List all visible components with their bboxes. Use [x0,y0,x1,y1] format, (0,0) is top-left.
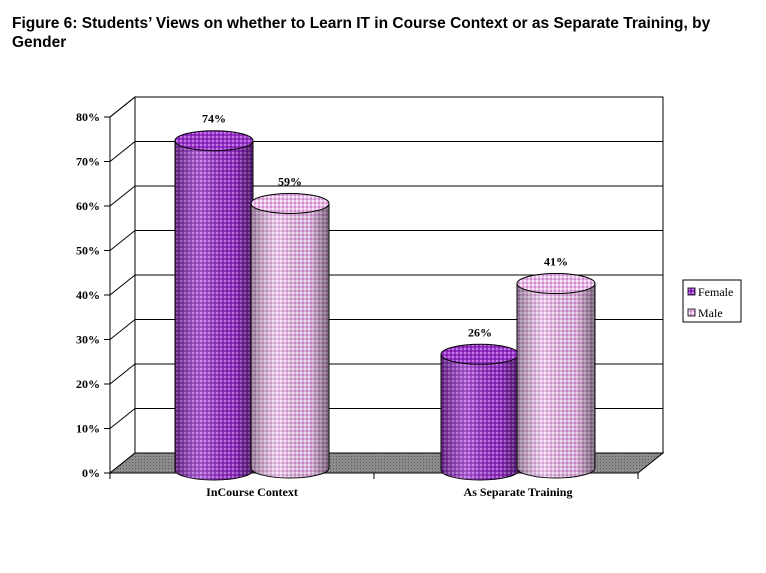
y-tick-label: 30% [76,333,100,347]
x-tick-label: InCourse Context [206,485,298,499]
chart-title: Figure 6: Students’ Views on whether to … [12,15,711,51]
y-tick-label: 60% [76,199,100,213]
gridline [109,141,136,162]
gridline [109,185,136,207]
x-axis-labels: InCourse Context As Separate Training [206,485,572,499]
y-tick-label: 70% [76,155,100,169]
y-tick-label: 80% [76,110,100,124]
y-tick-label: 20% [76,377,100,391]
y-tick-label: 10% [76,422,100,436]
y-tick-label: 50% [76,244,100,258]
bar-top [174,130,254,152]
gridline [109,408,136,429]
gridline [109,96,136,118]
legend-label-male: Male [698,306,723,320]
x-tick-label: As Separate Training [464,485,573,499]
bar-top [440,343,520,365]
data-label: 26% [468,325,492,339]
y-tick-label: 40% [76,288,100,302]
data-label: 74% [202,112,226,126]
bar-male-1 [516,273,596,479]
data-label: 59% [278,174,302,188]
legend: Female Male [682,279,742,323]
legend-swatch-female [687,287,696,296]
data-labels: 74% 59% 26% 41% [202,112,568,340]
gridline [109,274,136,296]
bar-top [250,192,330,214]
legend-label-female: Female [698,285,733,299]
gridline [109,319,136,340]
bar-male-0 [250,192,330,479]
data-label: 41% [544,255,568,269]
gridline [109,363,136,385]
y-axis-ticks: 0% 10% 20% 30% 40% 50% 60% 70% 80% [76,110,110,480]
bars [174,130,596,481]
bar-female-0 [174,130,254,481]
gridline [109,230,136,251]
bar-top [516,273,596,295]
legend-swatch-male [687,308,696,317]
bar-female-1 [440,343,520,481]
y-tick-label: 0% [82,466,100,480]
